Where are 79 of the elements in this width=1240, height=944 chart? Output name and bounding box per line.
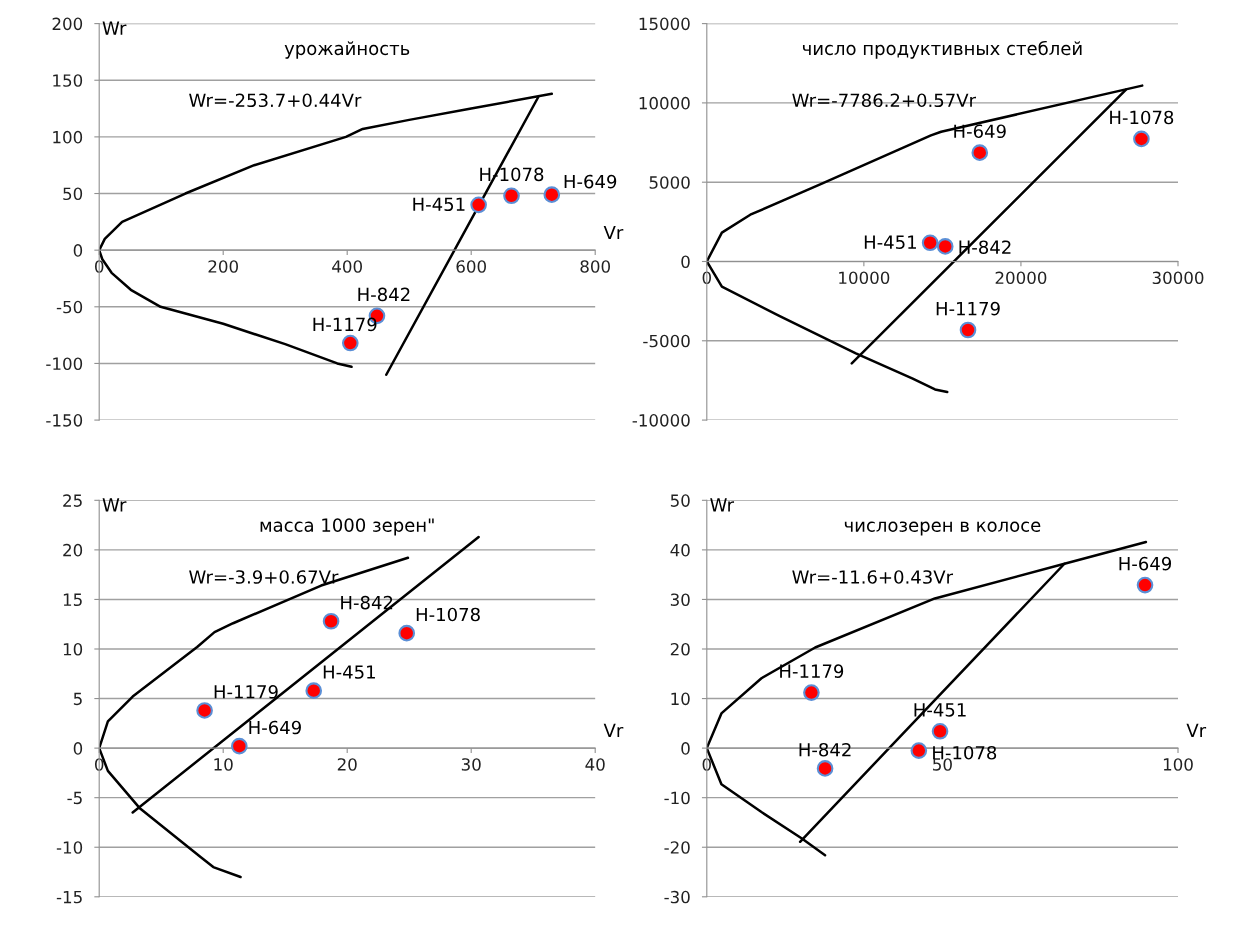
annotation: H-451 bbox=[323, 665, 375, 679]
x-tick-label: 100 bbox=[1163, 758, 1193, 771]
annotation: H-649 bbox=[1119, 556, 1172, 571]
y-tick-label: 40 bbox=[670, 543, 690, 557]
y-tick-label: -150 bbox=[46, 414, 83, 427]
text: урожайность bbox=[284, 41, 410, 59]
y-tick-label: 50 bbox=[670, 494, 690, 507]
y-tick-label: -100 bbox=[46, 357, 83, 371]
y-tick-label: 30 bbox=[670, 593, 690, 607]
x-tick-label: 30 bbox=[461, 758, 481, 771]
x-tick-label: 10 bbox=[214, 758, 233, 771]
x-tick-label: 0 bbox=[702, 271, 711, 285]
y-tick-label: -20 bbox=[664, 841, 690, 854]
y-axis-title: Wr bbox=[102, 21, 127, 35]
x-tick-label: 400 bbox=[332, 260, 362, 273]
y-tick-label: -5000 bbox=[643, 334, 690, 348]
annotation: Wr=-253.7+0.44Vr bbox=[189, 93, 362, 108]
y-tick-label: 100 bbox=[53, 130, 83, 144]
y-axis-title: Wr bbox=[102, 498, 127, 512]
annotation: H-1179 bbox=[780, 664, 844, 678]
y-tick-label: 25 bbox=[63, 494, 82, 507]
annotation: H-842 bbox=[799, 742, 851, 757]
y-tick-label: 5000 bbox=[649, 176, 690, 189]
y-tick-label: -15 bbox=[56, 890, 82, 904]
y-tick-label: 50 bbox=[63, 187, 83, 201]
x-tick-label: 50 bbox=[933, 758, 952, 771]
x-tick-label: 0 bbox=[702, 758, 711, 771]
annotation: H-1179 bbox=[313, 317, 377, 332]
x-tick-label: 600 bbox=[456, 260, 486, 273]
y-tick-label: -30 bbox=[664, 890, 690, 904]
annotation: Wr=-7786.2+0.57Vr bbox=[792, 93, 976, 108]
y-tick-label: 200 bbox=[52, 17, 83, 31]
annotation: H-649 bbox=[249, 720, 301, 735]
annotation: H-451 bbox=[864, 235, 916, 249]
y-tick-label: -10 bbox=[664, 791, 690, 805]
annotation: H-649 bbox=[564, 174, 617, 189]
annotation: H-842 bbox=[341, 595, 393, 610]
text: число продуктивных стеблей bbox=[802, 40, 1082, 59]
annotation: H-1078 bbox=[416, 607, 480, 622]
annotation: H-1078 bbox=[933, 745, 997, 760]
y-tick-label: -10000 bbox=[632, 414, 690, 427]
annotation: H-649 bbox=[954, 124, 1006, 139]
y-tick-label: 0 bbox=[73, 742, 83, 755]
annotation: Wr=-3.9+0.67Vr bbox=[189, 570, 339, 584]
y-tick-label: -5 bbox=[67, 791, 82, 805]
x-axis-title: Vr bbox=[603, 723, 624, 738]
y-tick-label: -50 bbox=[56, 300, 83, 314]
x-tick-label: 800 bbox=[580, 260, 610, 273]
text: числозерен в колосе bbox=[844, 521, 1041, 536]
x-tick-label: 30000 bbox=[1152, 271, 1204, 285]
x-axis-title: Vr bbox=[1186, 723, 1207, 738]
annotation: H-451 bbox=[413, 197, 465, 212]
annotation: H-1179 bbox=[936, 301, 1000, 316]
annotation: H-1078 bbox=[1110, 110, 1174, 125]
x-tick-label: 0 bbox=[95, 260, 104, 273]
y-tick-label: 150 bbox=[53, 74, 83, 87]
y-tick-label: 0 bbox=[681, 742, 690, 755]
y-tick-label: 0 bbox=[73, 244, 83, 257]
x-tick-label: 200 bbox=[208, 260, 238, 273]
y-tick-label: 15000 bbox=[639, 17, 690, 31]
annotation: Wr=-11.6+0.43Vr bbox=[792, 570, 954, 584]
y-axis-title: Wr bbox=[710, 498, 735, 512]
y-tick-label: 5 bbox=[73, 692, 82, 706]
y-tick-label: 20 bbox=[63, 543, 83, 557]
annotation: H-1179 bbox=[214, 684, 278, 699]
x-tick-label: 40 bbox=[585, 758, 605, 771]
y-tick-label: -10 bbox=[56, 841, 83, 854]
x-axis-title: Vr bbox=[603, 225, 624, 240]
y-tick-label: 15 bbox=[63, 593, 82, 607]
text: масса 1000 зерен" bbox=[260, 518, 434, 536]
y-tick-label: 10000 bbox=[639, 96, 690, 110]
annotation: H-842 bbox=[358, 287, 410, 302]
x-tick-label: 0 bbox=[95, 758, 104, 771]
y-tick-label: 20 bbox=[670, 642, 690, 656]
y-tick-label: 10 bbox=[63, 642, 83, 656]
y-tick-label: 10 bbox=[671, 692, 690, 706]
x-tick-label: 10000 bbox=[839, 271, 890, 285]
x-tick-label: 20000 bbox=[995, 271, 1047, 285]
x-tick-label: 20 bbox=[337, 758, 357, 771]
